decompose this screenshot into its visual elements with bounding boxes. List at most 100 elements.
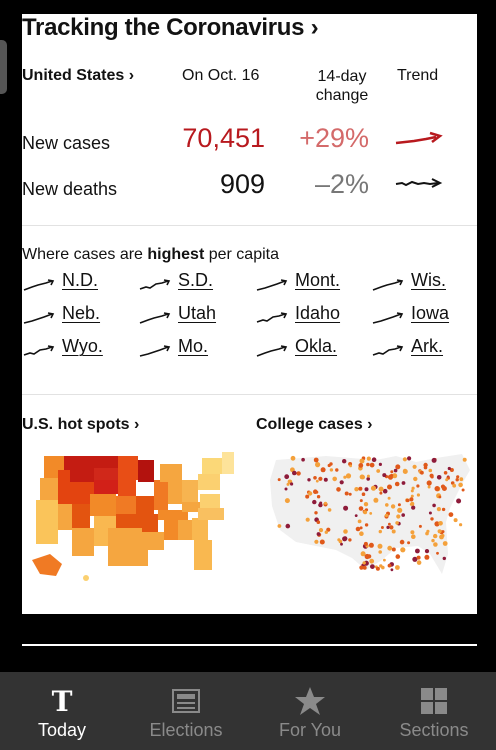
change-header-line1: 14-day bbox=[317, 68, 367, 85]
college-dot bbox=[290, 482, 294, 486]
college-dot bbox=[339, 480, 344, 485]
state-link[interactable]: N.D. bbox=[62, 270, 98, 290]
new-deaths-change: –2% bbox=[314, 169, 369, 199]
college-dot bbox=[395, 464, 401, 470]
college-dot bbox=[415, 548, 420, 554]
college-cases-map[interactable] bbox=[266, 450, 474, 584]
star-icon bbox=[295, 687, 325, 715]
map-state-florida bbox=[194, 540, 212, 570]
nav-elections[interactable]: Elections bbox=[124, 672, 248, 750]
college-dot bbox=[301, 457, 305, 462]
college-dot bbox=[323, 501, 328, 505]
college-dot bbox=[348, 492, 352, 496]
college-dot bbox=[361, 492, 366, 496]
college-dot bbox=[364, 523, 369, 527]
hot-spots-link[interactable]: U.S. hot spots › bbox=[22, 416, 140, 433]
heading-bold: highest bbox=[147, 246, 205, 263]
map-state-nevada bbox=[58, 504, 72, 530]
grid-icon bbox=[421, 688, 447, 714]
college-dot bbox=[366, 477, 370, 481]
map-state-indiana bbox=[168, 482, 182, 504]
nav-for-you[interactable]: For You bbox=[248, 672, 372, 750]
college-dot bbox=[368, 542, 374, 548]
college-dot bbox=[292, 470, 297, 476]
college-dot bbox=[407, 541, 411, 545]
college-dot bbox=[307, 491, 313, 496]
change-column-header: 14-day change bbox=[312, 67, 372, 105]
divider bbox=[22, 225, 477, 226]
ballot-icon bbox=[172, 689, 200, 713]
college-dot bbox=[387, 545, 393, 551]
state-trend-icon bbox=[256, 345, 288, 357]
state-link[interactable]: Mo. bbox=[178, 336, 209, 356]
state-trend-icon bbox=[139, 279, 171, 290]
state-trend-icon bbox=[256, 279, 288, 291]
nav-label-for-you: For You bbox=[278, 720, 342, 740]
college-dot bbox=[378, 462, 382, 466]
state-link[interactable]: S.D. bbox=[178, 270, 214, 290]
college-dot bbox=[378, 529, 382, 534]
college-dot bbox=[286, 482, 290, 486]
state-link[interactable]: Ark. bbox=[411, 336, 444, 356]
map-state-alaska bbox=[32, 554, 62, 576]
college-dot bbox=[326, 527, 331, 532]
state-link[interactable]: Utah bbox=[178, 303, 217, 323]
college-dot bbox=[387, 496, 391, 500]
new-cases-value: 70,451 bbox=[182, 123, 265, 153]
college-dot bbox=[343, 529, 348, 534]
state-link[interactable]: Mont. bbox=[295, 270, 341, 290]
college-dot bbox=[430, 475, 434, 479]
nav-today[interactable]: T Today bbox=[0, 672, 124, 750]
college-dot bbox=[363, 502, 369, 507]
heading-prefix: Where cases are bbox=[22, 246, 148, 263]
college-dot bbox=[423, 462, 428, 468]
college-dot bbox=[439, 534, 444, 540]
state-link[interactable]: Iowa bbox=[411, 303, 450, 323]
college-dot bbox=[363, 510, 368, 515]
region-selector[interactable]: United States › bbox=[22, 67, 135, 84]
college-dot bbox=[434, 521, 440, 527]
map-state-kentucky bbox=[182, 502, 210, 512]
map-state-pennsylvania bbox=[198, 474, 220, 490]
college-dot bbox=[315, 462, 321, 468]
bottom-nav: T Today Elections For You Sections bbox=[0, 672, 496, 750]
college-dot bbox=[397, 503, 401, 507]
state-trend-icon bbox=[139, 345, 171, 357]
college-dot bbox=[416, 560, 422, 565]
map-state-colorado bbox=[90, 494, 116, 516]
college-dot bbox=[375, 566, 380, 571]
state-link[interactable]: Wis. bbox=[411, 270, 446, 290]
college-dot bbox=[381, 565, 385, 570]
college-dot bbox=[452, 483, 457, 488]
college-dot bbox=[461, 488, 465, 492]
college-dot bbox=[382, 488, 388, 494]
college-dot bbox=[290, 455, 296, 461]
tracker-title[interactable]: Tracking the Coronavirus › bbox=[22, 14, 319, 41]
nav-sections[interactable]: Sections bbox=[372, 672, 496, 750]
college-dot bbox=[307, 478, 311, 482]
scroll-handle[interactable] bbox=[0, 40, 7, 94]
college-cases-link[interactable]: College cases › bbox=[256, 416, 373, 433]
hot-spots-map[interactable] bbox=[30, 450, 238, 584]
state-link[interactable]: Wyo. bbox=[62, 336, 103, 356]
map-state-maine bbox=[222, 452, 234, 474]
college-dot bbox=[423, 465, 428, 470]
college-dot bbox=[392, 473, 398, 479]
state-link[interactable]: Okla. bbox=[295, 336, 338, 356]
college-dot bbox=[319, 501, 323, 505]
map-state-illinois bbox=[154, 480, 168, 510]
college-dot bbox=[312, 499, 317, 505]
map-state-oklahoma bbox=[116, 514, 142, 528]
college-dot bbox=[437, 529, 442, 534]
college-dot bbox=[402, 468, 408, 473]
college-dot bbox=[313, 476, 317, 480]
college-dot bbox=[411, 534, 416, 539]
college-dot bbox=[442, 556, 446, 561]
new-cases-change: +29% bbox=[299, 123, 369, 153]
state-link[interactable]: Neb. bbox=[62, 303, 101, 323]
college-dot bbox=[348, 538, 352, 542]
state-link[interactable]: Idaho bbox=[295, 303, 341, 323]
college-dot bbox=[401, 481, 406, 485]
coronavirus-tracker-card[interactable]: Tracking the Coronavirus › United States… bbox=[22, 14, 477, 614]
college-dot bbox=[393, 468, 398, 473]
